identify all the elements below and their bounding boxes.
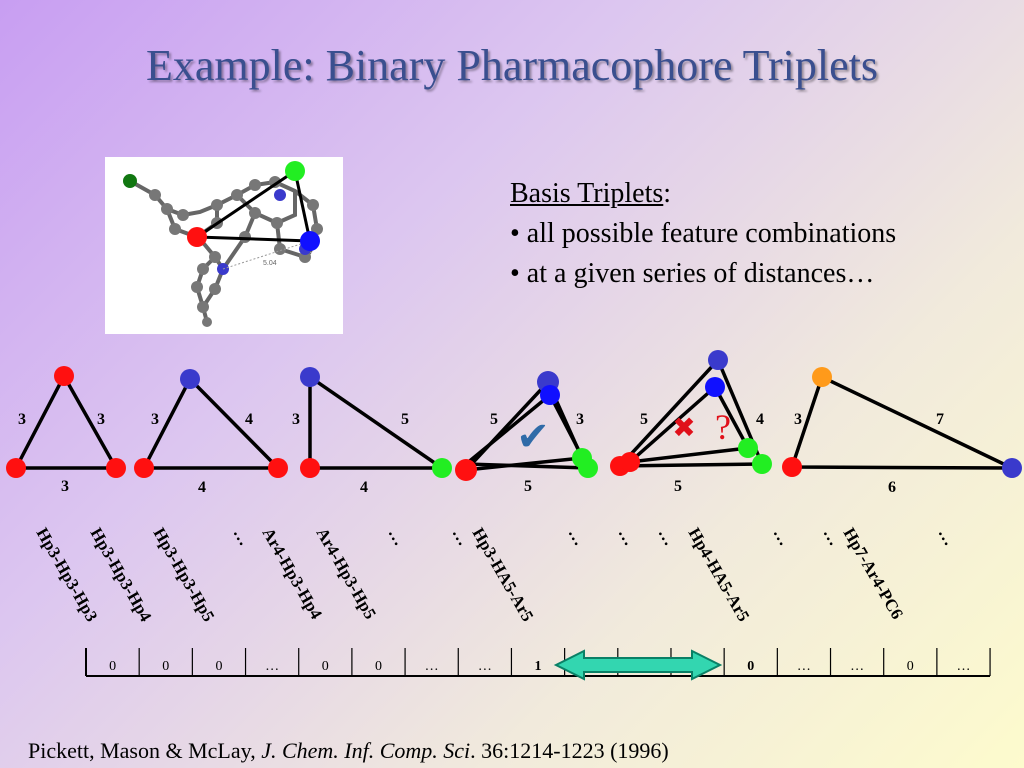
pattern-label: Hp7-Ar4-PC6: [840, 525, 907, 623]
tri2-bottom: 4: [198, 479, 206, 496]
bit-cell-value: …: [797, 659, 811, 674]
tri3-left: 3: [292, 411, 300, 428]
bit-cell-value: 1: [535, 659, 542, 674]
pattern-label: …: [935, 525, 960, 549]
tri1-bottom: 3: [61, 478, 69, 495]
tri1-left: 3: [18, 411, 26, 428]
basis-heading-colon: :: [663, 178, 672, 209]
molecule-bonds: [129, 179, 320, 323]
red-feature: [187, 227, 207, 247]
basis-heading: Basis Triplets: [510, 178, 664, 209]
basis-bullet-1: • all possible feature combinations: [510, 218, 897, 249]
green-feature: [285, 161, 305, 181]
tri3-bottom: 4: [360, 479, 368, 496]
tri4-left: 5: [490, 411, 498, 428]
shift-arrow: [553, 649, 723, 681]
bit-cell-value: …: [956, 659, 970, 674]
tri5-bottom: 5: [674, 478, 682, 495]
tri2-right: 4: [245, 411, 253, 428]
basis-bullet-2: • at a given series of distances…: [510, 258, 875, 289]
tri5-left: 5: [640, 411, 648, 428]
triangle-distance-labels: 3 3 3 3 4 4 3 5 4 5 3 5 5 4 5 3 7 6: [18, 411, 944, 496]
tri6-left: 3: [794, 411, 802, 428]
pattern-label: …: [385, 525, 410, 549]
bit-cell-value: 0: [747, 659, 754, 674]
bit-cell-value: 0: [322, 659, 329, 674]
pattern-label: …: [820, 525, 845, 549]
tri3-right: 5: [401, 411, 409, 428]
tri6-bottom: 6: [888, 479, 896, 496]
pattern-label: Hp3-HA5-Ar5: [469, 525, 538, 625]
tri2-left: 3: [151, 411, 159, 428]
cross-icon: ✖: [672, 411, 695, 444]
pattern-label: …: [770, 525, 795, 549]
pattern-label: …: [615, 525, 640, 549]
triplet-diagram: 3 3 3 3 4 4 3 5 4 5 3 5 5 4 5 3 7 6 ✔ ✖ …: [6, 350, 1022, 681]
molecule-image: 5.04: [105, 157, 343, 334]
question-mark: ?: [715, 407, 731, 447]
tri5-right: 4: [756, 411, 764, 428]
tri4-bottom: 5: [524, 478, 532, 495]
tri6-right: 7: [936, 411, 944, 428]
bit-cell-value: 0: [109, 659, 116, 674]
checkmark-icon: ✔: [516, 414, 550, 460]
bit-cell-value: …: [478, 659, 492, 674]
molecule-distance-label: 5.04: [263, 260, 277, 267]
pattern-label: …: [449, 525, 474, 549]
citation-details: . 36:1214-1223 (1996): [470, 738, 669, 763]
slide-title: Example: Binary Pharmacophore Triplets: [146, 41, 878, 90]
citation-authors: Pickett, Mason & McLay,: [28, 738, 262, 763]
bit-cell-value: 0: [215, 659, 222, 674]
bit-cell-value: …: [850, 659, 864, 674]
pattern-label: …: [565, 525, 590, 549]
tri1-right: 3: [97, 411, 105, 428]
citation-journal: J. Chem. Inf. Comp. Sci: [261, 738, 471, 763]
pattern-label: Hp3-Hp3-Hp5: [150, 525, 219, 625]
pattern-label: Hp4-HA5-Ar5: [685, 525, 754, 625]
pharmacophore-triangle: [196, 169, 312, 243]
tri4-right: 3: [576, 411, 584, 428]
chlorine-atom: [123, 174, 137, 188]
triangle-features: [6, 350, 1022, 481]
pattern-label: …: [655, 525, 680, 549]
pattern-label: …: [230, 525, 255, 549]
basis-triplets-text: Basis Triplets: • all possible feature c…: [510, 174, 896, 294]
citation: Pickett, Mason & McLay, J. Chem. Inf. Co…: [28, 738, 669, 764]
blue-feature: [300, 231, 320, 251]
bit-vector: 0 0 0 … 0 0 … … 1 0 … … 0 …: [85, 648, 991, 677]
bit-cell-value: …: [265, 659, 279, 674]
bit-cell-value: 0: [162, 659, 169, 674]
bit-cell-value: 0: [907, 659, 914, 674]
bit-cell-value: 0: [375, 659, 382, 674]
bit-cell-value: …: [425, 659, 439, 674]
